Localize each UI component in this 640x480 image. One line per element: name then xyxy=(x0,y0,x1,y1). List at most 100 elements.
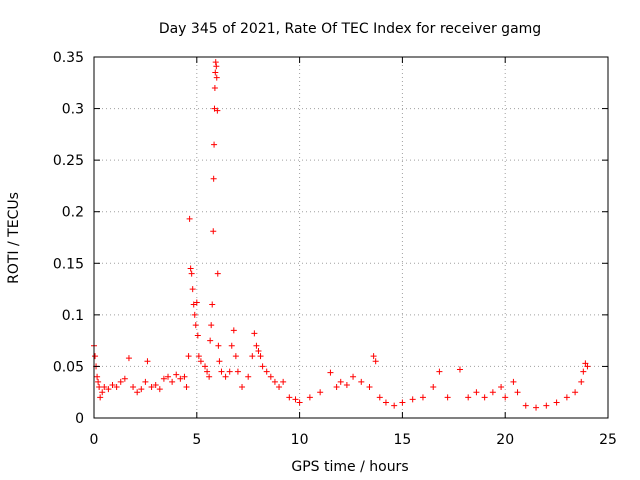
data-point xyxy=(372,358,379,365)
data-point xyxy=(286,394,293,401)
y-tick-label: 0.25 xyxy=(53,153,84,169)
data-point xyxy=(210,228,217,235)
data-point xyxy=(152,381,159,388)
data-point xyxy=(391,402,398,409)
data-point xyxy=(333,384,340,391)
x-tick-label: 10 xyxy=(291,432,309,448)
data-point xyxy=(183,384,190,391)
chart-title: Day 345 of 2021, Rate Of TEC Index for r… xyxy=(159,21,541,37)
data-point xyxy=(257,353,264,360)
data-point xyxy=(130,384,137,391)
data-point xyxy=(234,368,241,375)
data-point xyxy=(213,74,220,81)
data-point xyxy=(232,353,239,360)
data-point xyxy=(582,360,589,367)
data-point xyxy=(358,378,365,385)
y-axis-label: ROTI / TECUs xyxy=(6,192,22,284)
y-tick-label: 0 xyxy=(75,411,84,427)
data-point xyxy=(210,175,217,182)
data-point xyxy=(189,286,196,293)
grid-lines xyxy=(94,57,608,418)
data-point xyxy=(109,381,116,388)
data-point xyxy=(195,353,202,360)
data-point xyxy=(197,358,204,365)
x-tick-label: 0 xyxy=(90,432,99,448)
data-point xyxy=(113,384,120,391)
data-point xyxy=(193,299,200,306)
x-tick-label: 20 xyxy=(496,432,514,448)
data-point xyxy=(215,342,222,349)
data-point xyxy=(169,378,176,385)
data-point xyxy=(95,378,102,385)
data-point xyxy=(105,386,112,393)
data-point xyxy=(306,394,313,401)
data-point xyxy=(271,378,278,385)
data-point xyxy=(134,389,141,396)
data-point xyxy=(489,389,496,396)
data-point xyxy=(214,107,221,114)
data-point xyxy=(280,378,287,385)
data-point xyxy=(465,394,472,401)
y-tick-label: 0.05 xyxy=(53,359,84,375)
data-point xyxy=(317,389,324,396)
data-point xyxy=(96,384,103,391)
data-point xyxy=(226,368,233,375)
data-point xyxy=(208,322,215,329)
data-point xyxy=(498,384,505,391)
data-point xyxy=(350,373,357,380)
data-point xyxy=(191,311,198,318)
data-point xyxy=(382,399,389,406)
data-point xyxy=(185,353,192,360)
data-point xyxy=(211,84,218,91)
data-point xyxy=(259,363,266,370)
data-point xyxy=(207,337,214,344)
data-point xyxy=(121,375,128,382)
data-point xyxy=(337,378,344,385)
data-point xyxy=(251,330,258,337)
data-point xyxy=(419,394,426,401)
data-point xyxy=(125,355,132,362)
data-point xyxy=(192,322,199,329)
data-point xyxy=(117,378,124,385)
data-point xyxy=(399,399,406,406)
data-point xyxy=(430,384,437,391)
data-point xyxy=(148,384,155,391)
data-point xyxy=(456,366,463,373)
data-point xyxy=(584,363,591,370)
data-point xyxy=(202,363,209,370)
data-point xyxy=(249,353,256,360)
data-point xyxy=(99,389,106,396)
data-point xyxy=(436,368,443,375)
data-point xyxy=(160,375,167,382)
data-point xyxy=(276,384,283,391)
x-tick-label: 25 xyxy=(599,432,617,448)
y-tick-label: 0.2 xyxy=(62,205,84,221)
data-point xyxy=(514,389,521,396)
data-point xyxy=(186,215,193,222)
data-point xyxy=(92,353,99,360)
data-point xyxy=(543,402,550,409)
data-point xyxy=(533,404,540,411)
data-point xyxy=(245,373,252,380)
y-tick-label: 0.3 xyxy=(62,102,84,118)
data-point xyxy=(553,399,560,406)
data-point xyxy=(209,301,216,308)
data-point xyxy=(370,353,377,360)
data-point xyxy=(188,270,195,277)
data-point xyxy=(156,386,163,393)
data-point xyxy=(97,394,104,401)
data-point xyxy=(481,394,488,401)
data-point xyxy=(473,389,480,396)
data-point xyxy=(218,368,225,375)
x-tick-label: 15 xyxy=(393,432,411,448)
data-point xyxy=(343,381,350,388)
data-point xyxy=(580,368,587,375)
data-point xyxy=(230,327,237,334)
data-point xyxy=(510,378,517,385)
data-point xyxy=(267,373,274,380)
data-point xyxy=(165,373,172,380)
data-point xyxy=(206,373,213,380)
data-point xyxy=(211,141,218,148)
data-point xyxy=(228,342,235,349)
